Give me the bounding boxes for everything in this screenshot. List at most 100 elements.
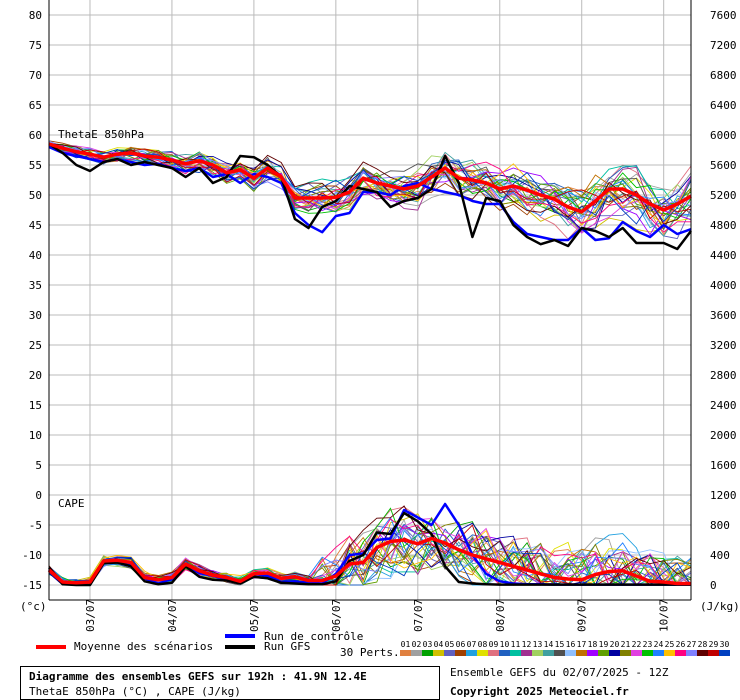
left-tick-label: 70 (29, 69, 42, 82)
right-tick-label: 6000 (710, 129, 737, 142)
gfs-thetae-line (48, 142, 692, 251)
right-tick-label: 400 (710, 549, 730, 562)
pert-color-swatch (499, 650, 510, 656)
left-tick-label: 30 (29, 309, 42, 322)
pert-color-swatch (477, 650, 488, 656)
pert-color-swatch (466, 650, 477, 656)
pert-number-label: 20 (609, 640, 620, 649)
left-tick-label: 80 (29, 9, 42, 22)
mean-cape-line (47, 536, 691, 586)
pert-color-swatch (554, 650, 565, 656)
pert-number-label: 22 (631, 640, 642, 649)
pert-color-swatch (521, 650, 532, 656)
pert-color-swatch (620, 650, 631, 656)
pert-thetae-line (48, 144, 692, 217)
pert-number-label: 28 (697, 640, 708, 649)
pert-color-swatch (565, 650, 576, 656)
right-tick-label: 2400 (710, 399, 737, 412)
pert-color-swatch (488, 650, 499, 656)
main-lines (47, 142, 692, 587)
right-tick-label: 3200 (710, 339, 737, 352)
date-tick-label: 09/07 (576, 599, 589, 632)
left-tick-label: -15 (22, 579, 42, 592)
pert-color-swatch (642, 650, 653, 656)
left-tick-label: 60 (29, 129, 42, 142)
pert-number-label: 01 (400, 640, 411, 649)
gfs-legend-swatch (225, 645, 255, 649)
pert-number-label: 29 (708, 640, 719, 649)
left-tick-label: 55 (29, 159, 42, 172)
control-legend-swatch (225, 634, 255, 638)
pert-color-swatch (675, 650, 686, 656)
axes: 80757065605550454035302520151050-5-10-15… (22, 0, 737, 632)
pert-color-swatch (609, 650, 620, 656)
pert-color-swatch (719, 650, 730, 656)
right-tick-label: 4800 (710, 219, 737, 232)
date-tick-label: 07/07 (412, 599, 425, 632)
gfs-cape-line (48, 511, 691, 587)
date-tick-label: 04/07 (166, 599, 179, 632)
date-tick-label: 10/07 (658, 599, 671, 632)
right-tick-label: 6400 (710, 99, 737, 112)
left-tick-label: 0 (35, 489, 42, 502)
pert-color-swatch (510, 650, 521, 656)
date-tick-label: 03/07 (84, 599, 97, 632)
pert-number-label: 02 (411, 640, 422, 649)
control-legend-label: Run de contrôle (264, 630, 364, 643)
pert-number-label: 26 (675, 640, 686, 649)
pert-number-label: 16 (565, 640, 576, 649)
pert-color-swatch (576, 650, 587, 656)
pert-number-label: 09 (488, 640, 499, 649)
left-axis-unit: (°c) (20, 600, 47, 613)
pert-color-swatch (598, 650, 609, 656)
pert-number-label: 27 (686, 640, 697, 649)
pert-color-swatch (653, 650, 664, 656)
right-tick-label: 1600 (710, 459, 737, 472)
pert-color-swatch (631, 650, 642, 656)
perts-legend-label: 30 Perts. (340, 646, 400, 659)
left-tick-label: 15 (29, 399, 42, 412)
pert-color-swatch (422, 650, 433, 656)
right-tick-label: 5200 (710, 189, 737, 202)
pert-number-label: 24 (653, 640, 664, 649)
right-tick-label: 6800 (710, 69, 737, 82)
right-tick-label: 4000 (710, 279, 737, 292)
pert-number-label: 23 (642, 640, 653, 649)
ensemble-run-label: Ensemble GEFS du 02/07/2025 - 12Z (450, 666, 669, 679)
mean-legend-label: Moyenne des scénarios (74, 640, 214, 653)
pert-thetae-line (48, 143, 692, 225)
pert-number-label: 18 (587, 640, 598, 649)
pert-number-label: 25 (664, 640, 675, 649)
right-tick-label: 7600 (710, 9, 737, 22)
thetae-panel-label: ThetaE 850hPa (58, 128, 144, 141)
left-tick-label: 40 (29, 249, 42, 262)
pert-number-label: 17 (576, 640, 587, 649)
left-tick-label: 20 (29, 369, 42, 382)
pert-number-label: 04 (433, 640, 444, 649)
pert-color-swatch (532, 650, 543, 656)
pert-number-label: 06 (455, 640, 466, 649)
right-tick-label: 1200 (710, 489, 737, 502)
left-tick-label: -10 (22, 549, 42, 562)
info-subtitle: ThetaE 850hPa (°C) , CAPE (J/kg) (29, 685, 241, 698)
date-tick-label: 05/07 (248, 599, 261, 632)
date-tick-label: 06/07 (330, 599, 343, 632)
cape-panel-label: CAPE (58, 497, 85, 510)
pert-thetae-line (48, 145, 691, 233)
pert-color-swatch (433, 650, 444, 656)
left-tick-label: 75 (29, 39, 42, 52)
pert-number-label: 19 (598, 640, 609, 649)
mean-legend-swatch (36, 645, 66, 649)
pert-color-swatch (444, 650, 455, 656)
left-tick-label: 50 (29, 189, 42, 202)
right-tick-label: 5600 (710, 159, 737, 172)
right-axis-unit: (J/kg) (700, 600, 740, 613)
pert-number-label: 05 (444, 640, 455, 649)
pert-color-swatch (664, 650, 675, 656)
right-tick-label: 2800 (710, 369, 737, 382)
pert-number-label: 30 (719, 640, 730, 649)
right-tick-label: 3600 (710, 309, 737, 322)
pert-number-label: 11 (510, 640, 521, 649)
left-tick-label: 25 (29, 339, 42, 352)
gfs-legend-label: Run GFS (264, 640, 311, 653)
